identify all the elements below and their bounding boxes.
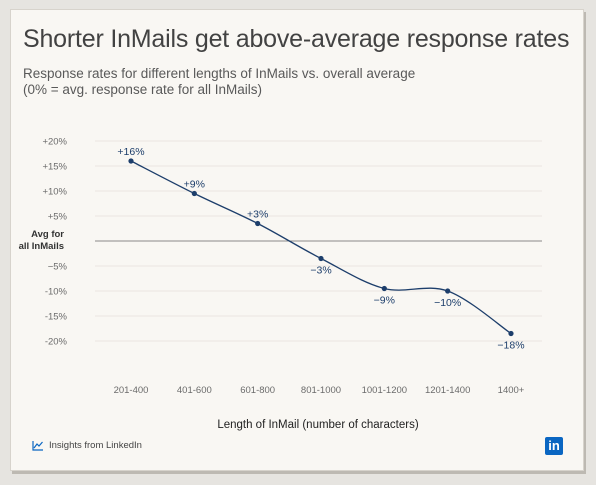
data-label: −9% xyxy=(374,295,395,307)
y-tick-label: -15% xyxy=(45,312,68,323)
y-tick-label: +5% xyxy=(48,212,68,223)
x-tick-label: 1201-1400 xyxy=(425,385,470,396)
data-label: −10% xyxy=(434,297,461,309)
x-axis-title: Length of InMail (number of characters) xyxy=(217,419,419,431)
y-tick-label: +15% xyxy=(42,162,67,173)
subtitle-line-1: Response rates for different lengths of … xyxy=(23,66,416,81)
data-label: +3% xyxy=(247,209,268,221)
chart-card xyxy=(10,9,584,471)
data-point xyxy=(128,158,134,164)
x-tick-label: 601-800 xyxy=(240,385,275,396)
baseline-label: all InMails xyxy=(19,241,64,252)
data-label: +16% xyxy=(117,146,144,158)
data-point xyxy=(381,285,387,292)
x-tick-label: 201-400 xyxy=(114,385,149,396)
insights-brand: Insights from LinkedIn xyxy=(32,440,142,451)
x-tick-label: 1400+ xyxy=(498,385,525,396)
y-tick-label: +20% xyxy=(42,137,67,148)
y-tick-label: −5% xyxy=(48,262,68,273)
x-tick-label: 801-1000 xyxy=(301,385,341,396)
y-tick-label: -10% xyxy=(45,287,68,298)
linkedin-logo-icon: in xyxy=(545,437,563,455)
chart-line-icon xyxy=(32,441,43,451)
data-point xyxy=(255,220,261,227)
data-point xyxy=(318,255,324,262)
data-label: +9% xyxy=(184,179,205,191)
subtitle-line-2: (0% = avg. response rate for all InMails… xyxy=(23,82,262,97)
chart-subtitle: Response rates for different lengths of … xyxy=(23,66,415,98)
data-label: −3% xyxy=(310,265,331,277)
data-point xyxy=(191,190,197,197)
data-point xyxy=(445,288,451,294)
x-tick-label: 401-600 xyxy=(177,385,212,396)
y-tick-label: +10% xyxy=(42,187,67,198)
chart-title: Shorter InMails get above-average respon… xyxy=(23,25,570,53)
data-label: −18% xyxy=(497,340,524,352)
y-tick-label: -20% xyxy=(45,337,68,348)
x-tick-label: 1001-1200 xyxy=(362,385,407,396)
brand-text: Insights from LinkedIn xyxy=(49,440,142,451)
baseline-label: Avg for xyxy=(31,229,64,240)
data-point xyxy=(508,330,514,337)
